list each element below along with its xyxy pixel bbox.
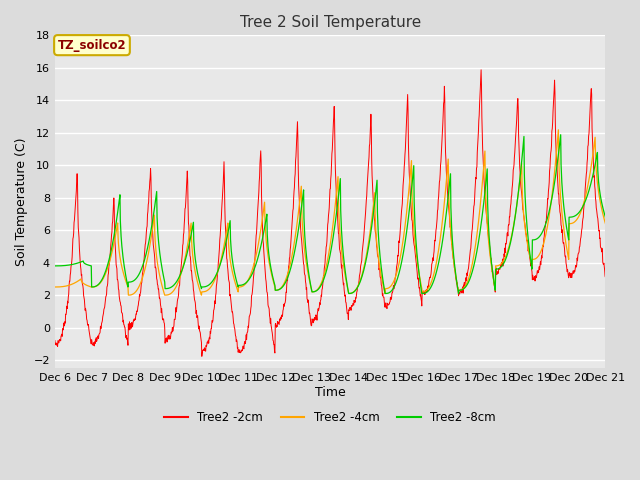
- Tree2 -8cm: [557, 132, 564, 138]
- Tree2 -8cm: [488, 263, 495, 269]
- Tree2 -8cm: [381, 290, 389, 296]
- Text: TZ_soilco2: TZ_soilco2: [58, 39, 126, 52]
- Tree2 -4cm: [161, 291, 168, 297]
- Title: Tree 2 Soil Temperature: Tree 2 Soil Temperature: [239, 15, 421, 30]
- Tree2 -4cm: [236, 284, 243, 290]
- Tree2 -4cm: [125, 292, 132, 298]
- Line: Tree2 -4cm: Tree2 -4cm: [55, 130, 605, 295]
- Tree2 -8cm: [602, 214, 609, 220]
- Tree2 -2cm: [51, 337, 59, 343]
- Tree2 -8cm: [536, 232, 544, 238]
- Line: Tree2 -8cm: Tree2 -8cm: [55, 135, 605, 293]
- Tree2 -2cm: [160, 320, 168, 325]
- Tree2 -8cm: [235, 283, 243, 288]
- Tree2 -4cm: [488, 266, 495, 272]
- Legend: Tree2 -2cm, Tree2 -4cm, Tree2 -8cm: Tree2 -2cm, Tree2 -4cm, Tree2 -8cm: [159, 407, 500, 429]
- Tree2 -2cm: [602, 275, 609, 280]
- Tree2 -4cm: [536, 250, 544, 255]
- Tree2 -4cm: [602, 221, 609, 227]
- Tree2 -8cm: [160, 276, 168, 281]
- Tree2 -8cm: [173, 277, 181, 283]
- Tree2 -4cm: [554, 127, 562, 132]
- Tree2 -4cm: [416, 276, 424, 281]
- Tree2 -2cm: [236, 349, 243, 355]
- Tree2 -8cm: [51, 263, 59, 269]
- X-axis label: Time: Time: [315, 386, 346, 399]
- Y-axis label: Soil Temperature (C): Soil Temperature (C): [15, 137, 28, 266]
- Tree2 -2cm: [173, 298, 181, 304]
- Tree2 -2cm: [198, 353, 205, 359]
- Tree2 -8cm: [416, 277, 424, 283]
- Tree2 -2cm: [477, 67, 485, 72]
- Tree2 -2cm: [416, 289, 424, 295]
- Tree2 -2cm: [488, 269, 496, 275]
- Tree2 -4cm: [174, 280, 182, 286]
- Tree2 -2cm: [537, 262, 545, 268]
- Tree2 -4cm: [51, 284, 59, 290]
- Line: Tree2 -2cm: Tree2 -2cm: [55, 70, 605, 356]
